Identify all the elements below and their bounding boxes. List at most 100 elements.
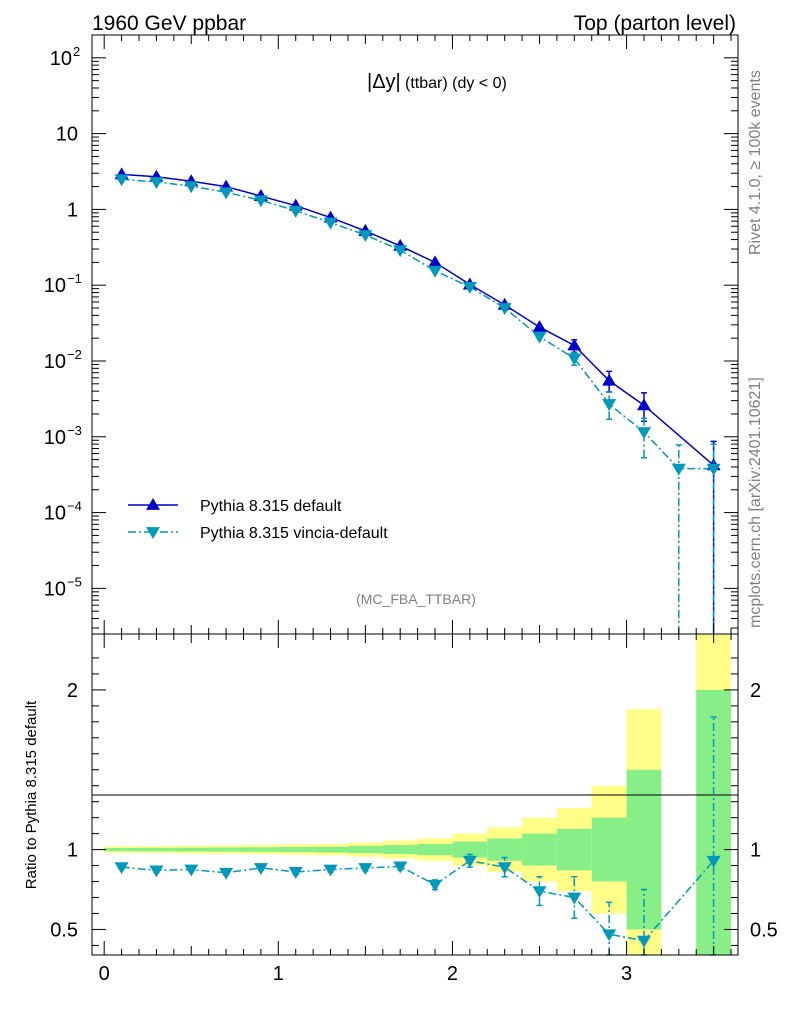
data-point-vincia — [462, 281, 477, 294]
ratio-point — [706, 855, 721, 868]
ratio-y-tick-label: 2 — [67, 680, 78, 702]
legend-marker — [146, 498, 160, 510]
x-tick-label: 3 — [621, 963, 632, 985]
ratio-point — [149, 865, 164, 878]
data-point-vincia — [393, 245, 408, 258]
ratio-ticks: 0.5 0.5 1 1 2 2 — [50, 657, 778, 946]
ratio-point — [532, 886, 547, 899]
data-point-default — [567, 338, 582, 351]
data-point-vincia — [184, 181, 199, 194]
x-tick-label: 1 — [273, 963, 284, 985]
data-point-vincia — [671, 463, 686, 476]
series-line — [121, 178, 714, 470]
main-series — [114, 167, 721, 634]
data-point-vincia — [602, 399, 617, 412]
ratio-series — [114, 716, 721, 956]
y-tick-label: 10 — [44, 351, 66, 373]
ratio-y-tick-label: 1 — [67, 840, 78, 862]
band-inner — [208, 847, 244, 852]
y-tick-exponent: −4 — [67, 499, 82, 514]
mcplots-label: mcplots.cern.ch [arXiv:2401.10621] — [747, 377, 764, 628]
y-tick-exponent: −5 — [67, 574, 82, 589]
ratio-point — [428, 879, 443, 892]
ratio-point — [288, 867, 303, 879]
data-point-default — [428, 255, 443, 268]
data-point-default — [602, 373, 617, 386]
band-inner — [591, 817, 627, 882]
legend-marker-vincia — [146, 527, 160, 539]
data-point-vincia — [149, 177, 164, 189]
ratio-point — [636, 935, 651, 948]
data-point-default — [532, 320, 547, 332]
ratio-point — [219, 867, 234, 880]
header-left: 1960 GeV ppbar — [92, 12, 246, 35]
band-inner — [173, 847, 209, 852]
legend-label-default: Pythia 8.315 default — [200, 498, 342, 515]
x-tick-label: 0 — [99, 963, 110, 985]
analysis-id: (MC_FBA_TTBAR) — [356, 591, 476, 607]
header-right: Top (parton level) — [574, 12, 736, 35]
ratio-y-tick-label-right: 2 — [750, 680, 761, 702]
y-tick-label: 10 — [44, 275, 66, 297]
y-tick-label: 10 — [50, 48, 72, 70]
series-line — [121, 173, 715, 466]
ratio-point — [567, 892, 582, 905]
data-point-vincia — [219, 187, 234, 200]
ratio-y-tick-label: 0.5 — [50, 919, 78, 941]
x-tick-label: 2 — [447, 963, 458, 985]
y-tick-exponent: −2 — [67, 347, 82, 362]
ratio-y-tick-label-right: 0.5 — [750, 919, 778, 941]
x-axis: 0 1 2 3 — [99, 35, 732, 985]
band-inner — [347, 846, 383, 854]
y-tick-label: 1 — [67, 199, 78, 221]
legend-label-vincia: Pythia 8.315 vincia-default — [200, 525, 388, 542]
data-point-vincia — [706, 463, 721, 476]
main-frame — [91, 34, 739, 635]
band-inner — [382, 845, 418, 855]
ratio-point — [358, 863, 373, 875]
data-point-vincia — [497, 303, 512, 316]
rivet-label: Rivet 4.1.0, ≥ 100k events — [747, 70, 764, 255]
band-inner — [522, 833, 557, 866]
ratio-plot: 0.5 0.5 1 1 2 2 Ratio to Pythia 8.315 default — [23, 633, 778, 956]
y-tick-label: 10 — [44, 427, 66, 449]
ratio-point — [184, 864, 199, 877]
plot-title-main: |Δy| — [367, 71, 401, 93]
y-tick-label: 10 — [44, 578, 66, 600]
ratio-point — [323, 864, 338, 877]
legend-marker-default — [146, 498, 160, 510]
ratio-point — [497, 862, 512, 875]
data-point-vincia — [253, 195, 268, 208]
band-inner — [313, 846, 348, 853]
band-inner — [278, 847, 314, 853]
data-point-vincia — [323, 217, 338, 230]
data-point-vincia — [288, 205, 303, 218]
ratio-point — [114, 862, 129, 875]
ratio-point — [253, 863, 268, 875]
data-point-default — [636, 398, 651, 411]
ratio-y-tick-label-right: 1 — [750, 840, 761, 862]
ratio-point — [602, 929, 617, 942]
y-tick-exponent: 2 — [73, 44, 80, 59]
data-point-vincia — [532, 331, 547, 344]
y-tick-exponent: −1 — [67, 271, 82, 286]
band-inner — [452, 841, 488, 858]
ratio-point — [462, 855, 477, 868]
y-tick-label: 10 — [44, 503, 66, 525]
y-tick-exponent: −3 — [67, 423, 82, 438]
data-point-vincia — [636, 427, 651, 440]
data-point-vincia — [358, 230, 373, 242]
band-inner — [139, 847, 174, 852]
ratio-ylabel: Ratio to Pythia 8.315 default — [23, 700, 40, 889]
ratio-frame — [91, 633, 739, 956]
legend: Pythia 8.315 default Pythia 8.315 vincia… — [128, 498, 388, 542]
band-inner — [556, 828, 592, 871]
data-point-vincia — [428, 265, 443, 278]
data-point-vincia — [114, 174, 129, 187]
legend-marker — [146, 527, 160, 539]
band-inner — [487, 838, 523, 861]
band-inner — [104, 848, 140, 852]
